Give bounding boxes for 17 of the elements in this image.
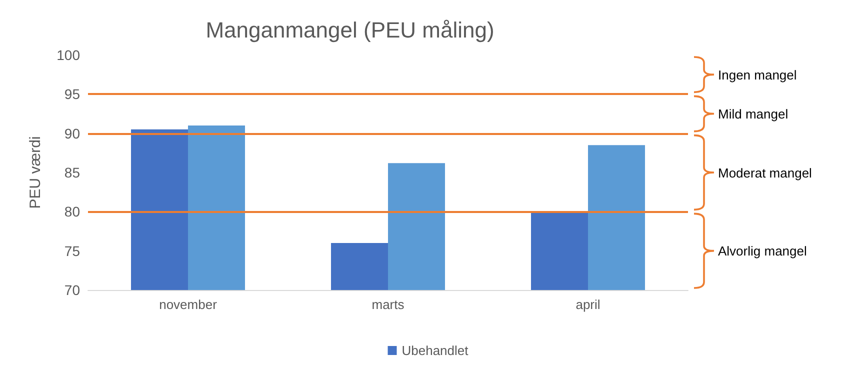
y-tick-label: 70: [64, 282, 80, 298]
x-tick-label: november: [159, 297, 218, 312]
y-tick-label: 80: [64, 204, 80, 220]
legend-label: Ubehandlet: [402, 343, 469, 358]
y-tick-label: 90: [64, 125, 80, 142]
chart-title: Manganmangel (PEU måling): [206, 18, 494, 42]
text: Moderat mangel: [718, 165, 812, 180]
y-tick-label: 95: [64, 86, 80, 102]
x-tick-label: april: [576, 297, 600, 312]
text: Alvorlig mangel: [718, 243, 807, 258]
y-tick-label: 100: [56, 47, 80, 63]
text: Ingen mangel: [718, 67, 797, 82]
y-tick-label: 75: [64, 242, 80, 259]
text: Mild mangel: [718, 106, 788, 122]
x-tick-label: marts: [372, 297, 405, 312]
y-tick-label: 85: [64, 164, 80, 180]
y-axis-title: PEU værdi: [27, 136, 44, 209]
